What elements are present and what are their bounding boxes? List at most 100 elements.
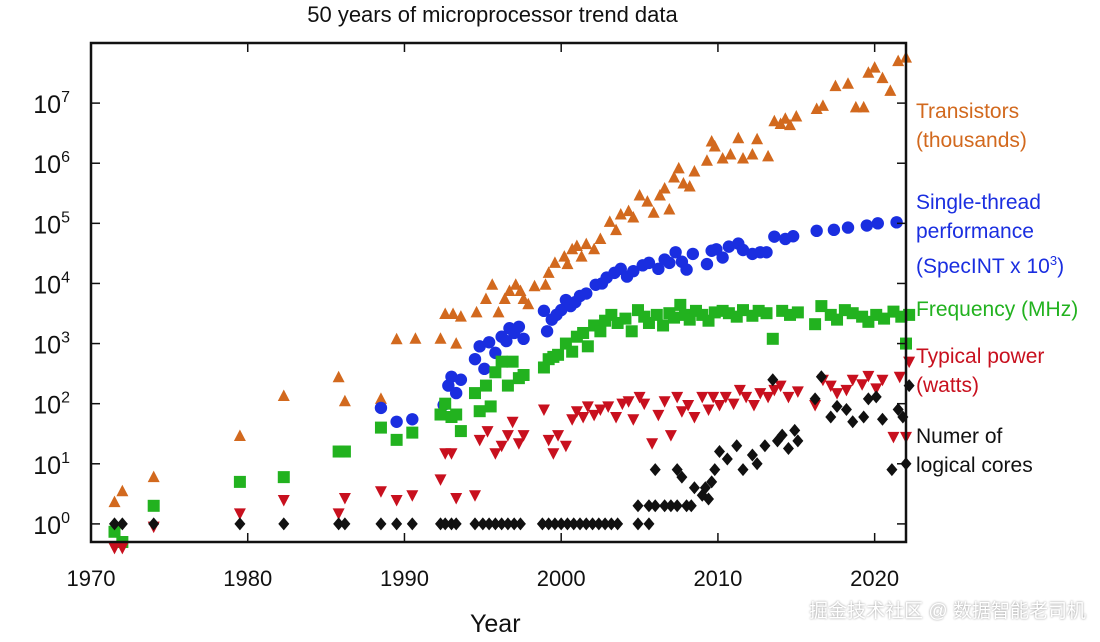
point-single-thread [686, 247, 700, 261]
point-cores [148, 517, 160, 531]
point-cores [483, 517, 495, 531]
point-frequency [657, 319, 670, 332]
point-power [277, 494, 290, 507]
point-cores [502, 517, 514, 531]
point-transistors [439, 307, 452, 320]
point-transistors [522, 297, 535, 310]
point-frequency [517, 368, 530, 381]
point-power [675, 406, 688, 418]
point-single-thread [669, 246, 682, 259]
point-frequency [277, 471, 290, 484]
point-single-thread [482, 336, 496, 349]
point-frequency [450, 408, 463, 421]
point-cores [840, 403, 852, 417]
point-power [727, 398, 740, 411]
point-power [646, 438, 659, 450]
point-cores [671, 499, 683, 513]
point-single-thread [890, 216, 903, 229]
point-power [658, 396, 671, 408]
point-cores [676, 470, 688, 484]
series-1 [374, 216, 903, 428]
point-transistors [762, 149, 775, 162]
series-4 [109, 370, 915, 531]
point-power [782, 391, 795, 404]
point-cores [671, 463, 683, 477]
point-transistors [575, 250, 588, 262]
point-frequency [147, 499, 160, 512]
point-transistors [588, 242, 601, 255]
point-cores [514, 517, 526, 531]
point-single-thread [652, 262, 665, 276]
point-transistors [622, 204, 635, 217]
point-transistors [876, 71, 889, 84]
point-cores [886, 463, 898, 477]
point-cores [776, 428, 788, 442]
point-single-thread [512, 320, 526, 334]
point-power [445, 448, 458, 460]
point-frequency [650, 308, 663, 321]
point-power [542, 434, 555, 447]
point-transistors [492, 305, 505, 318]
series-label-line: Frequency (MHz) [916, 298, 1079, 321]
point-transistors [470, 305, 483, 318]
point-single-thread [722, 240, 736, 253]
point-transistors [594, 232, 607, 244]
point-single-thread [841, 221, 855, 234]
point-power [762, 391, 775, 404]
axis-ticks: 1970 1980 1990 2000 2010 2020 100 101 102 103 104 1… [33, 43, 906, 591]
point-cores [333, 517, 345, 531]
point-transistors [784, 118, 797, 131]
point-transistors [653, 189, 666, 201]
point-single-thread [760, 246, 773, 259]
point-frequency [737, 304, 749, 317]
point-transistors [374, 392, 387, 404]
series-label-0: Transistors (thousands) [916, 97, 1027, 155]
point-frequency [577, 326, 590, 339]
point-cores [580, 517, 592, 531]
point-transistors [672, 161, 685, 174]
point-transistors [409, 332, 422, 344]
point-cores [561, 517, 573, 531]
point-single-thread [627, 264, 640, 278]
series-label-3: Typical power (watts) [916, 342, 1044, 400]
point-power [616, 398, 629, 411]
series-0 [108, 51, 912, 508]
point-cores [574, 517, 586, 531]
point-power [506, 416, 519, 429]
point-cores [599, 517, 611, 531]
point-frequency [566, 345, 579, 358]
point-power [846, 374, 859, 387]
point-cores [469, 517, 481, 531]
point-transistors [528, 279, 541, 292]
point-single-thread [736, 243, 750, 257]
point-power [840, 384, 853, 397]
point-single-thread [642, 256, 656, 270]
point-cores [543, 517, 555, 531]
x-tick-label: 1970 [67, 566, 116, 591]
point-single-thread [454, 373, 468, 386]
point-transistors [277, 389, 290, 402]
point-transistors [751, 132, 764, 145]
point-frequency [581, 340, 594, 353]
point-power [406, 490, 419, 502]
point-frequency [473, 405, 486, 418]
point-cores [721, 452, 733, 466]
series-2 [108, 298, 916, 548]
point-transistors [647, 206, 660, 218]
point-frequency [668, 311, 681, 324]
point-power [434, 474, 447, 486]
x-tick-label: 2020 [850, 566, 899, 591]
point-transistors [862, 66, 875, 78]
point-cores [109, 517, 121, 531]
point-power [610, 412, 623, 424]
point-cores [489, 517, 501, 531]
point-cores [789, 423, 801, 437]
point-power [876, 374, 889, 387]
point-power [862, 370, 875, 383]
point-transistors [338, 394, 351, 407]
point-cores [568, 517, 580, 531]
point-single-thread [827, 223, 841, 237]
point-transistors [641, 195, 654, 207]
point-transistors [663, 202, 676, 215]
